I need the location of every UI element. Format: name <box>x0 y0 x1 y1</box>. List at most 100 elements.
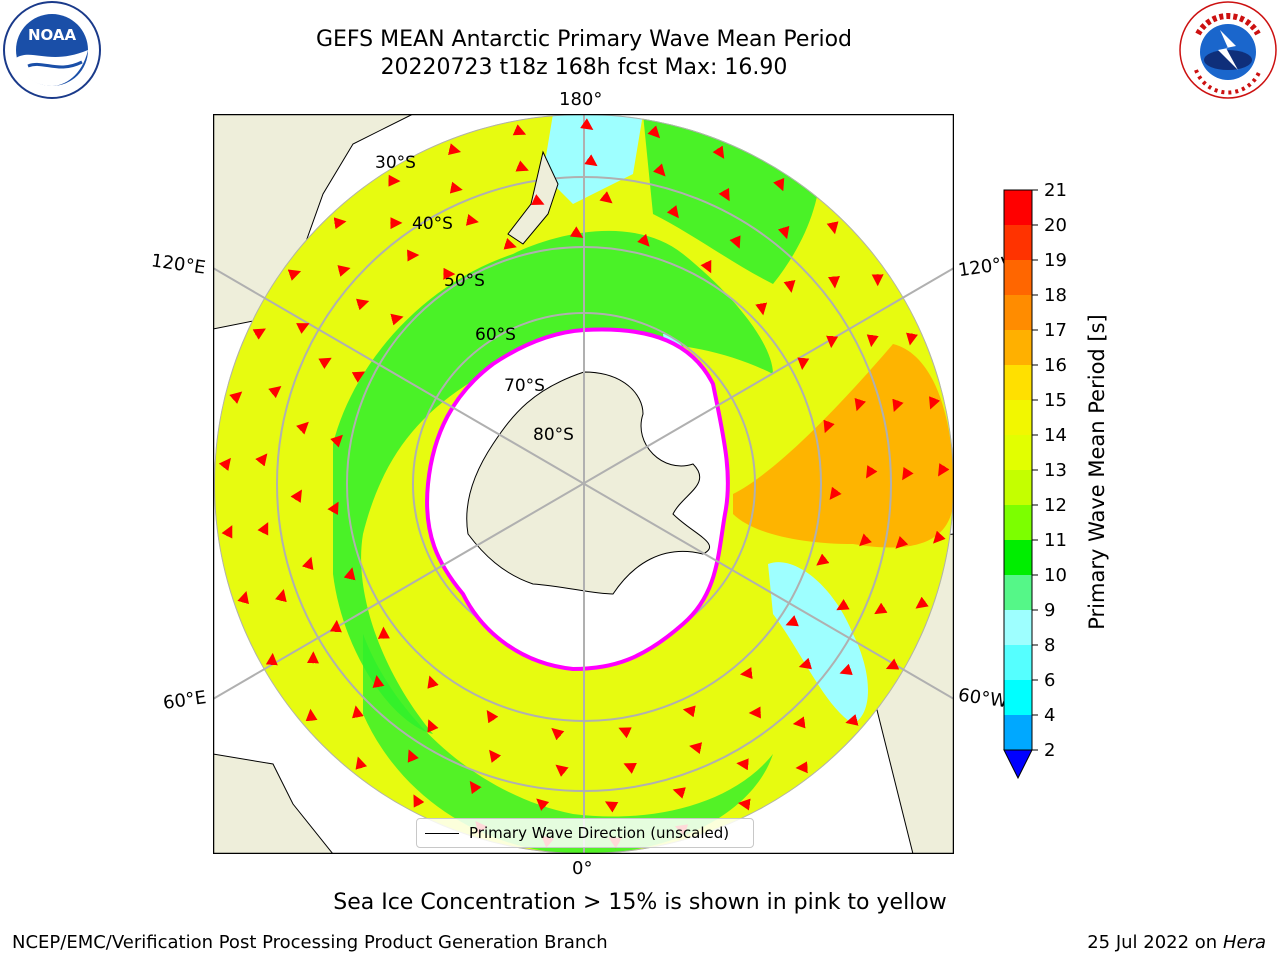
colorbar: 21 20 19 18 17 16 15 14 13 12 11 10 9 8 6 4 2 <box>1003 180 1067 780</box>
colorbar-tick-label: 16 <box>1044 355 1067 376</box>
wave-arrow <box>318 357 332 369</box>
colorbar-label: Primary Wave Mean Period [s] <box>1085 314 1109 630</box>
map-title: GEFS MEAN Antarctic Primary Wave Mean Pe… <box>315 27 853 52</box>
australia-land <box>213 114 414 330</box>
wave-arrow <box>637 233 650 247</box>
colorbar-segment <box>1004 400 1032 435</box>
legend-label: Primary Wave Direction (unscaled) <box>469 824 730 842</box>
wave-arrow <box>569 226 584 238</box>
map-subtitle: 20220723 t18z 168h fcst Max: 16.90 <box>380 55 788 80</box>
wave-arrow <box>816 553 830 566</box>
wave-arrow <box>854 397 867 412</box>
colorbar-segment <box>1004 365 1032 400</box>
wave-arrow <box>866 334 879 348</box>
wave-arrow <box>343 567 356 581</box>
wave-arrow <box>465 214 479 226</box>
africa-land <box>213 753 334 854</box>
wave-arrow <box>237 590 249 605</box>
wave-arrow <box>845 714 859 726</box>
wave-arrow <box>785 615 799 627</box>
nws-logo <box>1179 1 1277 99</box>
wave-arrow <box>729 235 741 249</box>
lat-label-70s: 70°S <box>504 376 545 396</box>
wave-arrow <box>555 764 569 777</box>
wave-arrow <box>623 762 637 774</box>
wave-arrow <box>647 125 661 139</box>
wave-arrow <box>486 710 499 724</box>
wave-arrow <box>584 154 598 167</box>
wave-arrow <box>355 756 368 770</box>
colorbar-segment <box>1004 645 1032 680</box>
colorbar-tick-label: 6 <box>1044 670 1055 691</box>
lon-label-0: 0° <box>572 858 593 879</box>
wave-arrow <box>218 457 231 471</box>
wave-arrow <box>874 602 888 615</box>
noaa-logo-text: NOAA <box>28 26 77 44</box>
legend-line-icon <box>425 832 459 834</box>
colorbar-segment <box>1004 190 1032 225</box>
wave-arrow <box>938 463 950 477</box>
wave-arrow <box>823 419 835 434</box>
wave-arrow <box>902 466 914 481</box>
wave-arrow <box>783 280 796 293</box>
wave-arrow <box>712 145 725 159</box>
colorbar-tick-label: 18 <box>1044 285 1067 306</box>
noaa-logo: NOAA <box>3 1 101 99</box>
wave-arrow <box>296 421 309 435</box>
host-name: Hera <box>1222 932 1266 953</box>
colorbar-segment <box>1004 680 1032 715</box>
green-band-2 <box>363 634 773 854</box>
wave-arrow <box>740 667 753 680</box>
wave-arrow <box>551 727 565 741</box>
wave-arrow <box>755 302 768 316</box>
wave-arrow <box>515 160 529 172</box>
wave-arrow <box>229 391 243 404</box>
wave-arrow <box>885 658 900 670</box>
colorbar-tick-label: 19 <box>1044 250 1067 271</box>
colorbar-segment <box>1004 715 1032 750</box>
polar-map: 30°S 40°S 50°S 60°S 70°S 80°S <box>213 114 954 854</box>
wave-arrow <box>351 371 366 383</box>
colorbar-tick-label: 2 <box>1044 740 1055 761</box>
wave-arrow <box>296 323 310 334</box>
wave-arrow <box>736 758 749 771</box>
wave-arrow <box>798 657 813 670</box>
colorbar-tick-label: 8 <box>1044 635 1055 656</box>
wave-arrow <box>836 599 850 611</box>
wave-arrow <box>352 705 364 719</box>
colorbar-tick-label: 11 <box>1044 530 1067 551</box>
wave-arrow <box>427 675 439 689</box>
colorbar-tick-label: 17 <box>1044 320 1067 341</box>
high-period-region <box>733 344 954 548</box>
wave-arrow <box>329 619 342 633</box>
colorbar-segment <box>1004 225 1032 260</box>
lat-label-80s: 80°S <box>533 425 574 445</box>
wave-arrow <box>826 221 839 235</box>
wave-arrow <box>682 705 696 718</box>
wave-arrow <box>257 522 269 536</box>
wave-arrow <box>469 780 482 795</box>
wave-arrow <box>536 798 550 811</box>
wave-arrow <box>915 596 929 609</box>
wave-arrow <box>305 708 318 722</box>
wave-arrow <box>413 794 425 808</box>
colorbar-segment <box>1004 505 1032 540</box>
wave-arrow <box>653 163 666 177</box>
lat-label-30s: 30°S <box>375 153 416 173</box>
wave-arrow <box>372 675 385 688</box>
colorbar-tick-label: 10 <box>1044 565 1067 586</box>
wave-arrow <box>512 124 527 136</box>
wave-arrow <box>489 749 502 763</box>
wave-arrow <box>795 761 808 774</box>
colorbar-segment <box>1004 260 1032 295</box>
wave-arrow <box>531 194 545 206</box>
lon-label-120e: 120°E <box>149 250 207 279</box>
wave-arrow <box>503 237 517 250</box>
sea-ice-note: Sea Ice Concentration > 15% is shown in … <box>333 890 947 915</box>
colorbar-tick-label: 14 <box>1044 425 1067 446</box>
wave-arrow <box>737 798 751 811</box>
wave-arrow <box>777 225 790 240</box>
generation-date-text: 25 Jul 2022 on <box>1087 932 1223 953</box>
colorbar-tick-label: 21 <box>1044 180 1067 201</box>
wave-arrow <box>797 357 810 370</box>
